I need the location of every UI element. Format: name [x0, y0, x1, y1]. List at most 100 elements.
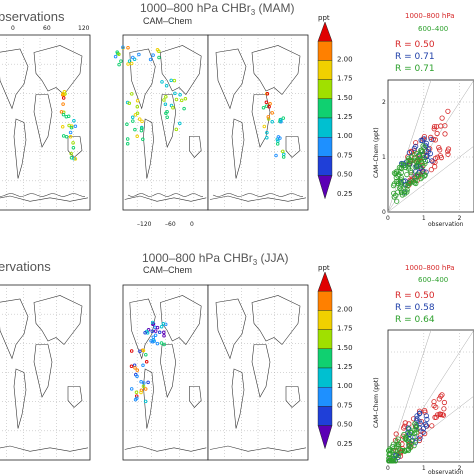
map-marker [141, 363, 145, 368]
colorbar-segment [317, 348, 333, 369]
scatter-point [431, 399, 437, 405]
coastline [209, 195, 307, 202]
map-marker [155, 325, 160, 330]
map-marker [144, 360, 149, 364]
map-marker [151, 335, 156, 339]
map-marker [140, 119, 144, 124]
map-marker [262, 124, 267, 129]
map-marker [138, 349, 142, 354]
scatter-point [404, 172, 410, 178]
tick-label: 60 [43, 25, 51, 32]
scatter-point [393, 452, 399, 458]
coastline [143, 368, 154, 429]
scatter-point [417, 435, 423, 441]
map-marker [264, 100, 269, 105]
scatter-point [395, 436, 401, 442]
map-marker [73, 157, 78, 161]
scatter-point [394, 442, 400, 448]
scatter-point [418, 176, 424, 182]
scatter-point [414, 164, 420, 170]
ylabel-mam: CAM–Chem (ppt) [373, 127, 380, 178]
scatter-point [386, 455, 392, 461]
coastline [160, 295, 202, 345]
scatter-point [395, 178, 401, 184]
coastline [215, 298, 247, 360]
map-marker [69, 125, 74, 130]
map-marker [69, 151, 73, 156]
scatter-point [441, 406, 447, 412]
scatter-point [437, 411, 443, 417]
colorbar-tick-label: 1.75 [337, 75, 353, 83]
colorbar-arrow-top [317, 271, 333, 292]
coastline [0, 195, 89, 202]
map-marker [127, 101, 132, 106]
map-marker [160, 80, 164, 84]
title-jja: 1000–800 hPa CHBr3 (JJA) [142, 251, 289, 267]
map-marker [169, 78, 173, 83]
map-marker [134, 394, 139, 398]
map-marker [182, 106, 186, 111]
scatter-point [417, 432, 423, 439]
scatter-point [406, 150, 412, 156]
map-marker [161, 322, 166, 326]
colorbar-tick-label: 1.00 [337, 382, 353, 390]
scatter-point [402, 448, 408, 454]
xlabel-mam: observation [428, 221, 464, 228]
scatter-point [417, 420, 423, 426]
coastline [0, 445, 89, 452]
map-marker [152, 339, 156, 343]
map-marker [270, 120, 274, 124]
coastline [189, 136, 202, 158]
map-marker [157, 330, 162, 335]
colorbar-tick-label: 0.75 [337, 401, 353, 409]
colorbar-segment [317, 329, 333, 350]
scatter-point [411, 442, 417, 449]
map-marker [146, 328, 151, 332]
map-marker [72, 157, 76, 161]
coastline [212, 193, 304, 197]
scatter-point [403, 435, 409, 441]
map-marker [281, 149, 285, 154]
colorbar-tick-label: 1.50 [337, 344, 353, 352]
colorbar-segment [317, 291, 333, 311]
map-marker [132, 57, 137, 62]
map-marker [71, 141, 75, 145]
map-marker [68, 135, 73, 139]
scatter-point [412, 164, 418, 170]
scatter-point [392, 447, 398, 453]
scatter-point [436, 145, 442, 151]
map-marker [129, 61, 134, 66]
scatter-point [402, 420, 408, 426]
map-marker [135, 99, 140, 103]
colorbar-segment [317, 156, 333, 176]
coastline [33, 94, 53, 148]
coastline [251, 45, 301, 95]
map-marker [266, 117, 271, 121]
coastline [215, 48, 247, 110]
scatter-point [395, 180, 401, 187]
scatter-point [413, 140, 419, 146]
map-marker [153, 329, 158, 333]
map-marker [135, 105, 140, 109]
map-marker [129, 364, 134, 369]
scatter-point [410, 434, 416, 440]
scatter-point [409, 429, 415, 436]
scatter-point [422, 407, 428, 414]
map-marker [143, 387, 148, 391]
map-marker [178, 121, 182, 126]
coastline [251, 295, 301, 345]
map-marker [113, 54, 118, 59]
scatter-point [445, 148, 451, 154]
subtitle-cam-chem-jja: CAM–Chem [143, 265, 192, 275]
scatter-point [393, 431, 399, 437]
scatter-point [412, 434, 418, 440]
scatter-point [419, 160, 425, 166]
map-marker [59, 110, 64, 114]
scatter-point [396, 441, 402, 448]
scatter-point [429, 423, 435, 429]
coastline [209, 445, 307, 452]
scatter-point [392, 451, 398, 457]
scatter-point [413, 143, 419, 149]
x-tick-label: 1 [422, 215, 426, 222]
colorbar-segment [317, 310, 333, 330]
